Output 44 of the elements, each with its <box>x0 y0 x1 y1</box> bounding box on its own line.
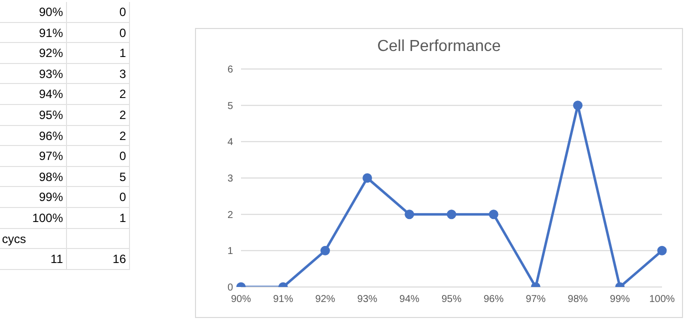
x-tick-label: 96% <box>484 294 504 306</box>
text: 2 <box>67 105 130 126</box>
category-label: 99% <box>38 190 63 204</box>
text: 0 <box>67 22 130 44</box>
text: 1 <box>67 208 130 229</box>
y-tick-label: 2 <box>227 210 234 221</box>
category-label: 93% <box>38 66 63 81</box>
text: 2 <box>67 126 130 146</box>
category-label: 98% <box>38 170 63 184</box>
x-tick-label: 99% <box>610 294 630 306</box>
x-tick-label: 97% <box>526 294 546 306</box>
y-tick-label: 4 <box>227 137 234 148</box>
category-label: 100% <box>32 211 63 225</box>
text: 16 <box>67 249 130 270</box>
x-tick-label: 94% <box>399 294 420 306</box>
x-tick-label: 95% <box>441 294 462 306</box>
text: cycs <box>0 228 67 250</box>
y-tick-label: 1 <box>227 246 234 258</box>
category-label: 94% <box>38 87 63 102</box>
x-tick-label: 91% <box>273 294 294 306</box>
y-tick-label: 6 <box>227 64 234 76</box>
x-tick-label: 92% <box>315 294 336 306</box>
text: 3 <box>67 64 130 84</box>
x-tick-label: 90% <box>230 294 252 306</box>
x-tick-label: 98% <box>568 294 588 306</box>
category-label: 97% <box>38 149 63 164</box>
x-tick-label: 100% <box>649 294 675 306</box>
text: 0 <box>67 2 130 23</box>
category-label: 92% <box>38 46 63 60</box>
text: 1 <box>67 43 130 64</box>
chart-title: Cell Performance <box>376 38 502 56</box>
text: 11 <box>0 249 67 270</box>
category-label: 90% <box>38 5 63 19</box>
text: 5 <box>67 166 130 188</box>
category-label: 95% <box>38 108 63 122</box>
category-label: 91% <box>38 26 63 40</box>
y-tick-label: 0 <box>227 282 234 294</box>
y-tick-label: 3 <box>227 174 234 185</box>
y-tick-label: 5 <box>227 100 234 112</box>
category-label: 96% <box>38 128 63 143</box>
x-tick-label: 93% <box>357 294 378 306</box>
text: 0 <box>67 187 130 208</box>
text: 0 <box>67 146 130 167</box>
text: 2 <box>67 84 130 105</box>
